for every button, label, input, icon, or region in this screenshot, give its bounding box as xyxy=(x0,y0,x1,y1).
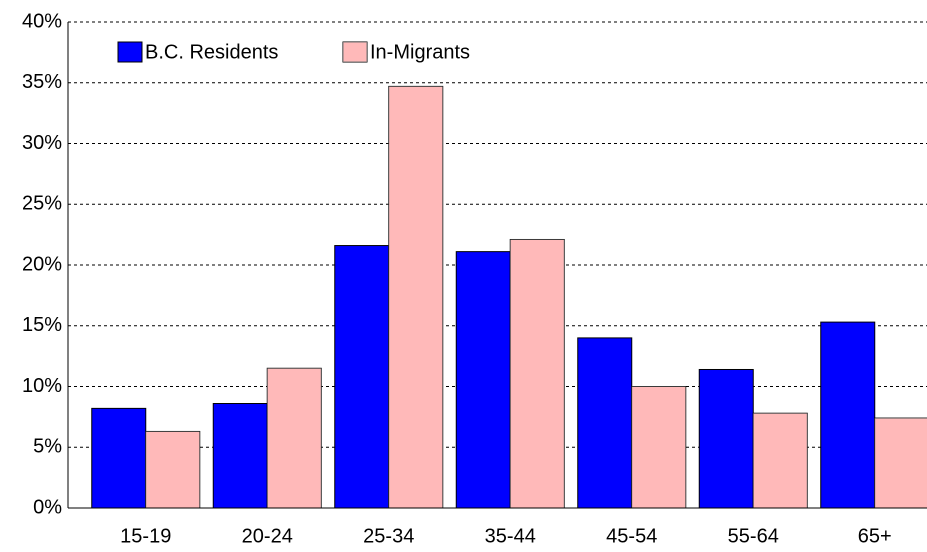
bar xyxy=(874,417,927,509)
bar xyxy=(509,238,565,509)
y-tick-label: 10% xyxy=(22,375,62,397)
y-tick-label: 30% xyxy=(22,132,62,154)
bar xyxy=(752,412,808,509)
bar xyxy=(266,367,322,509)
legend-label: In-Migrants xyxy=(370,41,470,63)
bar xyxy=(145,430,201,509)
x-tick-label: 35-44 xyxy=(485,525,536,547)
x-tick-label: 25-34 xyxy=(363,525,414,547)
x-tick-label: 65+ xyxy=(858,525,892,547)
y-tick-label: 20% xyxy=(22,253,62,275)
bar xyxy=(631,386,687,509)
x-tick-label: 55-64 xyxy=(728,525,779,547)
bar xyxy=(212,403,268,509)
x-tick-label: 20-24 xyxy=(242,525,293,547)
y-tick-label: 35% xyxy=(22,71,62,93)
y-tick-label: 0% xyxy=(33,496,62,518)
legend-swatch-texture xyxy=(343,42,367,62)
legend-swatch xyxy=(117,41,143,63)
bar xyxy=(698,368,754,509)
bar xyxy=(334,245,390,509)
x-tick-label: 15-19 xyxy=(120,525,171,547)
bar xyxy=(91,407,147,509)
y-tick-label: 25% xyxy=(22,193,62,215)
bar xyxy=(820,321,876,509)
bar xyxy=(577,337,633,509)
x-tick-label: 45-54 xyxy=(606,525,657,547)
y-tick-label: 5% xyxy=(33,436,62,458)
y-tick-label: 40% xyxy=(22,10,62,32)
bar xyxy=(455,251,511,509)
legend-label: B.C. Residents xyxy=(145,41,278,63)
y-tick-label: 15% xyxy=(22,314,62,336)
bar xyxy=(388,85,444,509)
